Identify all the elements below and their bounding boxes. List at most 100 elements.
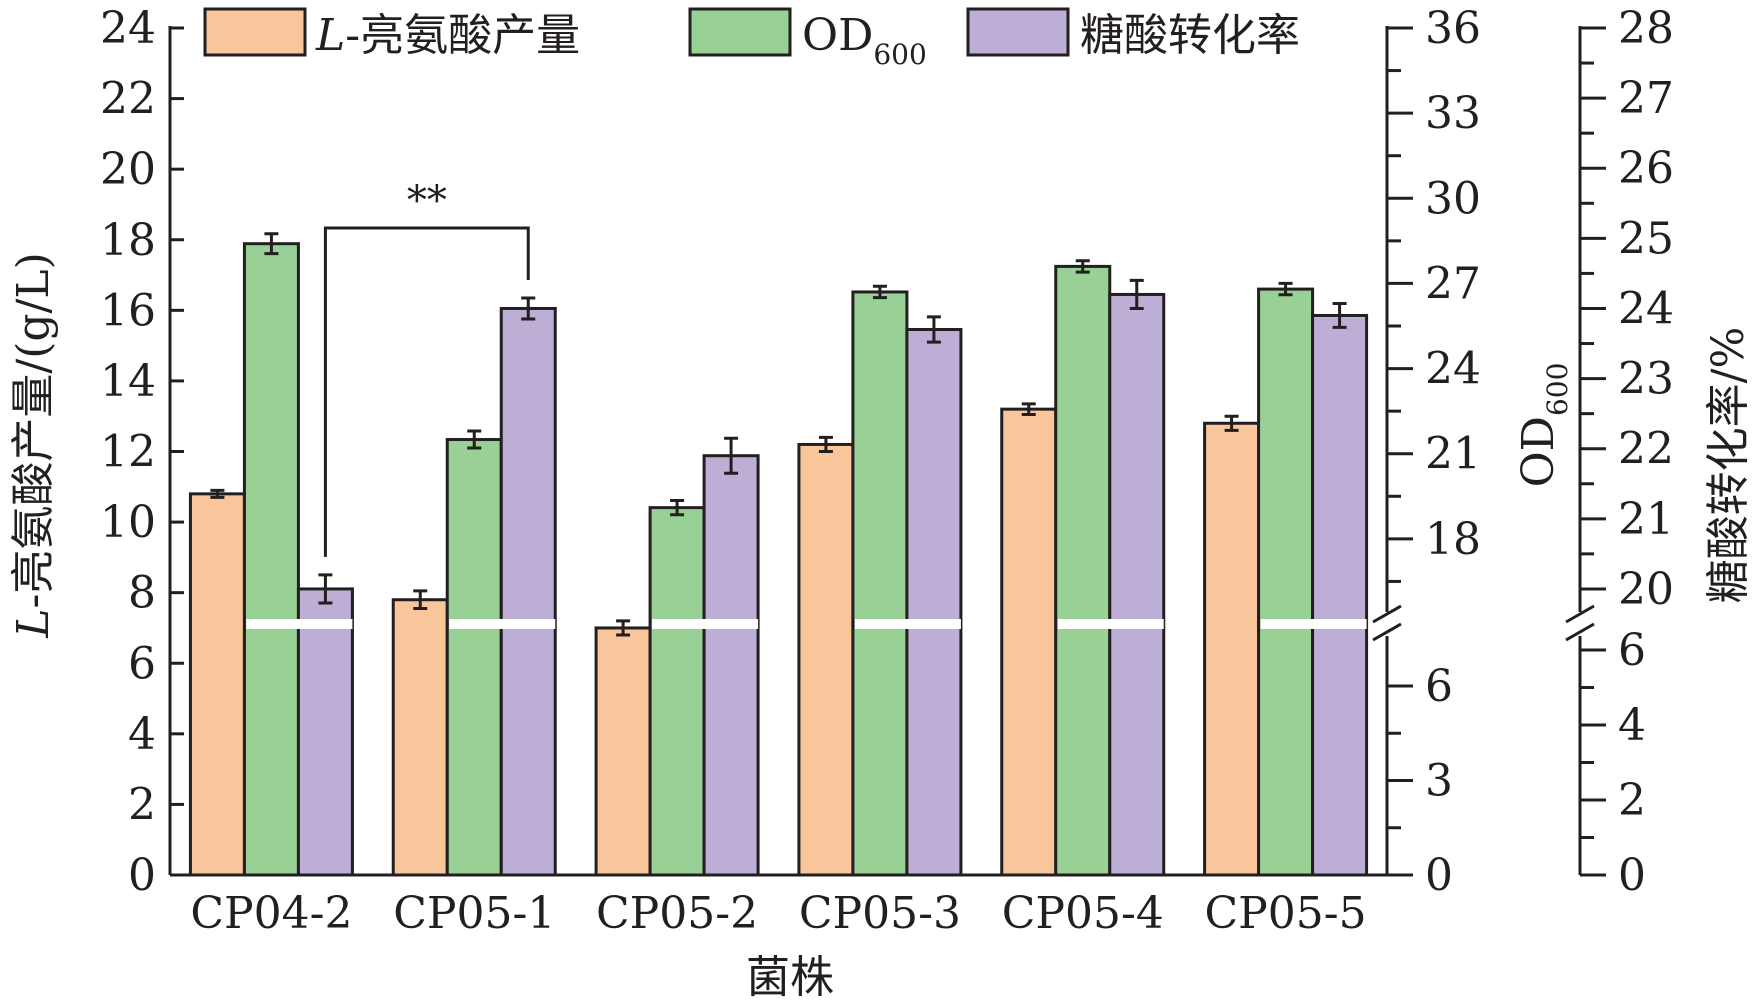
error-bar-CP05-2-s1: [670, 499, 685, 517]
error-bar-CP05-4-s0: [1021, 402, 1036, 416]
break-band-CP04-2: [246, 619, 353, 629]
right2-tick-label-2: 2: [1618, 775, 1646, 826]
legend-leucine-italic: L: [315, 10, 345, 61]
left-tick-label-10: 10: [100, 497, 156, 548]
error-bar-CP05-3-s1: [872, 284, 887, 300]
bar-CP05-5-s0: [1203, 421, 1261, 877]
right1-tick-label-18: 18: [1425, 514, 1481, 565]
bar-CP05-4-s1: [1054, 264, 1112, 877]
x-tick-label-CP05-2: CP05-2: [596, 888, 758, 939]
right2-tick-label-23: 23: [1618, 354, 1674, 405]
legend-label-conversion: 糖酸转化率: [1080, 10, 1300, 61]
right1-axis-title-main: OD: [1513, 416, 1564, 487]
error-bar-CP05-1-s0: [413, 589, 428, 611]
right2-tick-label-6: 6: [1618, 625, 1646, 676]
x-tick-label-CP05-4: CP05-4: [1002, 888, 1164, 939]
x-tick-label-CP05-1: CP05-1: [393, 888, 555, 939]
right1-tick-label-6: 6: [1425, 661, 1453, 712]
legend-swatch-conversion: [966, 7, 1070, 57]
error-bar-CP05-1-s1: [467, 429, 482, 450]
significance-bracket: [323, 226, 530, 557]
error-bar-CP04-2-s1: [264, 232, 279, 256]
right2-tick-label-20: 20: [1618, 564, 1674, 615]
left-tick-label-4: 4: [128, 709, 156, 760]
error-bar-CP05-5-s2: [1332, 302, 1347, 329]
left-tick-label-2: 2: [128, 779, 156, 830]
bar-CP05-1-s1: [445, 438, 503, 877]
right2-tick-label-0: 0: [1618, 850, 1646, 901]
right1-tick-label-27: 27: [1425, 258, 1481, 309]
legend-swatch-leucine: [203, 7, 307, 57]
right1-axis-title-sub: 600: [1541, 363, 1574, 416]
right1-tick-label-33: 33: [1425, 88, 1481, 139]
left-tick-label-16: 16: [100, 285, 156, 336]
left-tick-label-12: 12: [100, 427, 156, 478]
left-tick-label-24: 24: [100, 3, 156, 54]
left-tick-label-6: 6: [128, 638, 156, 689]
error-bar-CP05-2-s0: [616, 619, 631, 637]
right2-tick-label-27: 27: [1618, 73, 1674, 124]
right1-break-mark: [1372, 604, 1402, 642]
left-tick-label-18: 18: [100, 215, 156, 266]
left-tick-label-0: 0: [128, 850, 156, 901]
right1-tick-label-24: 24: [1425, 344, 1481, 395]
legend-od-sub: 600: [873, 38, 926, 71]
right1-tick-label-30: 30: [1425, 173, 1481, 224]
bars-layer: [188, 242, 1369, 877]
right2-tick-label-28: 28: [1618, 3, 1674, 54]
legend-leucine-rest: -亮氨酸产量: [345, 10, 580, 61]
right1-tick-label-3: 3: [1425, 756, 1453, 807]
break-band-CP05-3: [854, 619, 961, 629]
error-bar-CP05-4-s1: [1075, 259, 1090, 274]
right1-axis-title: OD600: [1513, 363, 1574, 488]
axis-break-layer: [246, 619, 1367, 629]
break-band-CP05-5: [1260, 619, 1367, 629]
ticks-layer: CP04-2 CP05-1 CP05-2 CP05-3 CP05-4 CP05-50246…: [100, 3, 1674, 939]
right2-tick-label-25: 25: [1618, 213, 1674, 264]
error-bar-CP05-5-s1: [1278, 281, 1293, 297]
bar-CP05-1-s0: [391, 598, 449, 877]
x-axis-title: 菌株: [746, 952, 834, 1002]
right2-tick-label-26: 26: [1618, 143, 1674, 194]
bar-CP05-2-s0: [594, 626, 652, 877]
bar-CP05-3-s0: [797, 442, 855, 877]
left-tick-label-8: 8: [128, 568, 156, 619]
error-bar-CP05-4-s2: [1129, 278, 1144, 310]
left-axis-title-italic: L: [8, 609, 59, 639]
bar-CP05-4-s2: [1108, 292, 1166, 877]
break-band-CP05-2: [652, 619, 759, 629]
break-band-CP05-1: [449, 619, 556, 629]
legend-label-leucine: L-亮氨酸产量: [315, 10, 580, 61]
x-tick-label-CP05-5: CP05-5: [1205, 888, 1367, 939]
right1-tick-label-36: 36: [1425, 3, 1481, 54]
error-bars-layer: [210, 232, 1347, 637]
bar-CP05-2-s2: [702, 454, 760, 877]
bar-CP05-2-s1: [648, 506, 706, 877]
bar-CP04-2-s2: [296, 587, 354, 877]
legend: L-亮氨酸产量 OD600 糖酸转化率: [203, 7, 1300, 71]
right2-axis-title: 糖酸转化率/%: [1703, 327, 1753, 604]
left-axis-title-rest: -亮氨酸产量/(g/L): [8, 252, 59, 608]
x-tick-label-CP04-2: CP04-2: [190, 888, 352, 939]
bar-CP05-4-s0: [1000, 407, 1058, 877]
right2-tick-label-4: 4: [1618, 700, 1646, 751]
bar-CP05-3-s2: [905, 328, 963, 877]
right2-tick-label-24: 24: [1618, 283, 1674, 334]
significance-layer: **: [323, 178, 530, 557]
right2-break-mark: [1565, 604, 1595, 642]
legend-od-main: OD: [802, 10, 873, 61]
bar-CP04-2-s1: [242, 242, 300, 877]
error-bar-CP05-3-s2: [926, 315, 941, 344]
error-bar-CP05-2-s2: [724, 436, 739, 475]
significance-label: **: [407, 178, 447, 224]
error-bar-CP05-1-s2: [521, 296, 536, 321]
x-tick-label-CP05-3: CP05-3: [799, 888, 961, 939]
error-bar-CP04-2-s2: [318, 573, 333, 605]
right2-tick-label-21: 21: [1618, 494, 1674, 545]
left-tick-label-22: 22: [100, 74, 156, 125]
left-tick-label-14: 14: [100, 356, 156, 407]
right1-tick-label-0: 0: [1425, 850, 1453, 901]
left-axis-title: L-亮氨酸产量/(g/L): [8, 252, 59, 638]
legend-label-od600: OD600: [802, 10, 927, 71]
bar-CP05-3-s1: [851, 290, 909, 877]
